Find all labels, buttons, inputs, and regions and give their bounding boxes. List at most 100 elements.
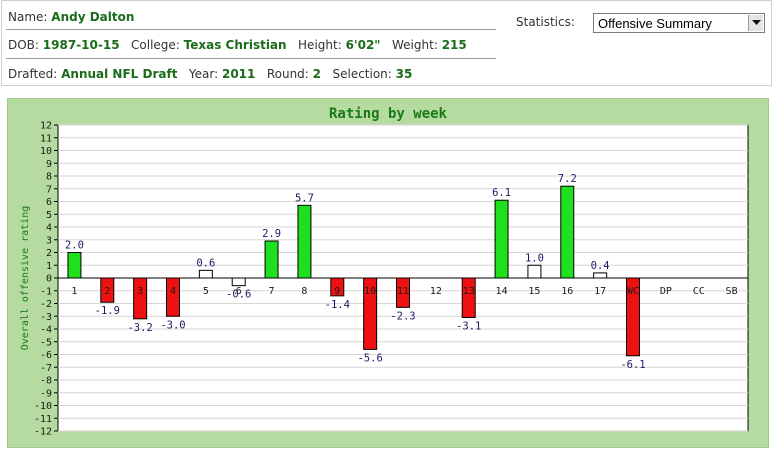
y-tick-label: 6 — [46, 197, 52, 208]
bar — [297, 204, 312, 279]
weight-value: 215 — [441, 38, 467, 52]
x-tick-label: 6 — [236, 286, 242, 297]
value-label: 2.0 — [65, 240, 84, 252]
y-tick-label: -4 — [40, 325, 52, 336]
x-tick-label: 8 — [301, 286, 307, 297]
y-tick-label: -8 — [40, 376, 52, 387]
value-label: -2.3 — [390, 310, 415, 322]
height-value: 6'02" — [345, 38, 381, 52]
bar — [527, 264, 542, 279]
bar — [198, 269, 213, 279]
x-tick-label: 17 — [594, 286, 606, 297]
bar — [461, 277, 476, 319]
x-tick-label: 16 — [561, 286, 573, 297]
x-tick-label: 13 — [463, 286, 475, 297]
x-tick-label: 2 — [104, 286, 110, 297]
value-label: -5.6 — [357, 352, 382, 364]
x-tick-label: 3 — [137, 286, 143, 297]
x-tick-label: CC — [693, 286, 705, 297]
bar — [166, 277, 180, 317]
chart-panel: Rating by week Overall offensive rating … — [7, 98, 769, 448]
bar — [560, 185, 575, 279]
x-tick-label: 4 — [170, 286, 176, 297]
name-label: Name: — [8, 10, 48, 24]
y-tick-label: 11 — [40, 133, 52, 144]
y-tick-label: 10 — [40, 146, 52, 157]
value-label: -3.1 — [456, 321, 481, 333]
y-tick-label: 3 — [46, 235, 52, 246]
college-label: College: — [131, 38, 180, 52]
player-info-panel: Name: Andy Dalton DOB: 1987-10-15 Colleg… — [1, 0, 772, 86]
y-axis-label: Overall offensive rating — [20, 206, 31, 351]
value-label: 7.2 — [558, 173, 577, 185]
value-labels: 2.0 -1.9 -3.2 -3.0 0.6 -0.6 2.9 5.7 -1.4 -5.6 -2.3… — [65, 173, 646, 371]
x-tick-label: 15 — [528, 286, 540, 297]
y-tick-label: -9 — [40, 388, 52, 399]
x-tick-label: 11 — [397, 286, 409, 297]
value-label: -6.1 — [620, 359, 645, 371]
draft-row: Drafted: Annual NFL Draft Year: 2011 Rou… — [8, 67, 412, 81]
x-tick-label: 10 — [364, 286, 376, 297]
x-tick-label: 5 — [203, 286, 209, 297]
x-tick-label: SB — [726, 286, 738, 297]
bar — [264, 240, 279, 279]
chevron-down-icon[interactable] — [748, 15, 763, 31]
height-label: Height: — [298, 38, 342, 52]
round-label: Round: — [266, 67, 309, 81]
selection-label: Selection: — [332, 67, 392, 81]
dob-label: DOB: — [8, 38, 39, 52]
divider — [6, 58, 496, 59]
statistics-select[interactable]: Offensive Summary — [593, 13, 765, 33]
bar — [593, 272, 608, 279]
y-tick-label: 9 — [46, 159, 52, 170]
value-label: -3.2 — [127, 322, 152, 334]
x-tick-label: 9 — [334, 286, 340, 297]
value-label: 2.9 — [262, 228, 281, 240]
divider — [6, 29, 496, 30]
y-tick-label: 2 — [46, 248, 52, 259]
bar — [133, 277, 148, 320]
x-tick-labels: 1 2 3 4 5 6 7 8 9 10 11 12 13 14 15 16 17 WC DP CC SB — [71, 286, 737, 297]
bar — [494, 199, 509, 279]
y-tick-label: 8 — [46, 172, 52, 183]
year-label: Year: — [188, 67, 219, 81]
x-tick-label: DP — [660, 286, 672, 297]
value-label: 6.1 — [492, 187, 511, 199]
y-tick-label: -6 — [40, 350, 52, 361]
x-tick-label: 12 — [430, 286, 442, 297]
y-tick-label: -10 — [34, 401, 52, 412]
value-label: 0.6 — [196, 257, 215, 269]
chart-title: Rating by week — [329, 106, 448, 122]
value-label: -3.0 — [160, 319, 185, 331]
y-tick-label: -11 — [34, 414, 52, 425]
value-label: -1.4 — [325, 299, 350, 311]
bio-row: DOB: 1987-10-15 College: Texas Christian… — [8, 38, 467, 52]
x-tick-label: 7 — [269, 286, 275, 297]
drafted-label: Drafted: — [8, 67, 58, 81]
player-name: Andy Dalton — [51, 10, 135, 24]
drafted-value: Annual NFL Draft — [61, 67, 178, 81]
y-tick-label: 1 — [46, 261, 52, 272]
y-tick-label: 0 — [46, 274, 52, 285]
y-tick-label: 12 — [40, 121, 52, 132]
x-tick-label: WC — [627, 286, 639, 297]
y-tick-label: 5 — [46, 210, 52, 221]
college-value: Texas Christian — [183, 38, 287, 52]
y-tick-label: 4 — [46, 223, 52, 234]
statistics-label: Statistics: — [516, 15, 575, 29]
y-tick-label: -7 — [40, 363, 52, 374]
y-tick-label: -3 — [40, 312, 52, 323]
x-tick-label: 1 — [71, 286, 77, 297]
rating-chart: Rating by week Overall offensive rating … — [20, 106, 749, 438]
name-row: Name: Andy Dalton — [8, 10, 134, 24]
y-tick-label: -1 — [40, 286, 52, 297]
selection-value: 35 — [395, 67, 413, 81]
dob-value: 1987-10-15 — [42, 38, 120, 52]
statistics-selected-value: Offensive Summary — [598, 16, 712, 31]
value-label: 5.7 — [295, 192, 314, 204]
bar — [231, 277, 246, 287]
value-label: -0.6 — [226, 289, 251, 301]
bar — [67, 252, 82, 279]
value-label: -1.9 — [95, 305, 120, 317]
y-tick-label: -2 — [40, 299, 52, 310]
